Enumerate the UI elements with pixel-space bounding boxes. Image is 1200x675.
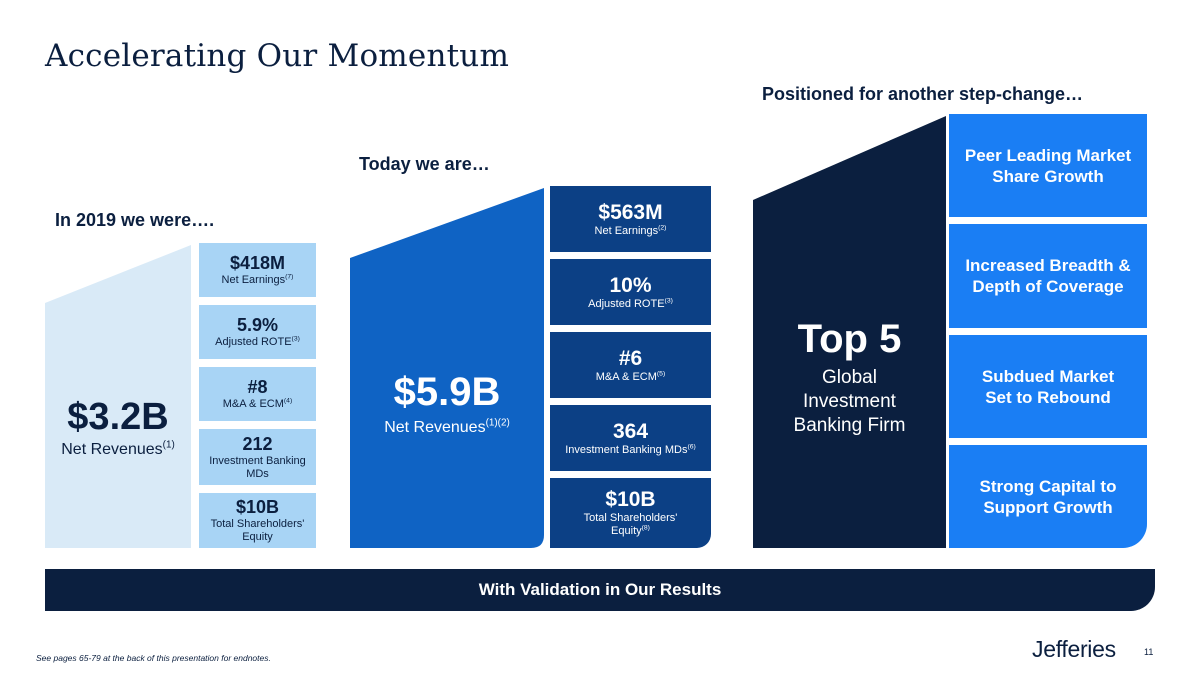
today-metric-rote: 10% Adjusted ROTE(3)	[550, 259, 711, 325]
today-metric-ib-mds: 364 Investment Banking MDs(6)	[550, 405, 711, 471]
past-revenue-shape	[45, 245, 191, 548]
jefferies-logo: Jefferies	[1032, 636, 1116, 662]
future-item-label: Peer Leading Market Share Growth	[964, 145, 1132, 186]
metric-label: Net Earnings	[221, 274, 286, 286]
future-item-market-share: Peer Leading Market Share Growth	[949, 114, 1147, 217]
metric-value: $418M	[229, 253, 286, 273]
metric-value: 212	[242, 433, 273, 454]
heading-2019: In 2019 we were….	[55, 210, 215, 230]
future-item-coverage: Increased Breadth & Depth of Coverage	[949, 224, 1147, 328]
today-metric-equity: $10B Total Shareholders' Equity(8)	[550, 478, 711, 548]
metric-label: Total Shareholders' Equity	[210, 518, 305, 543]
future-item-market-rebound: Subdued Market Set to Rebound	[949, 335, 1147, 438]
footnote-ref: (3)	[291, 335, 300, 343]
endnotes-footnote: See pages 65-79 at the back of this pres…	[36, 653, 271, 663]
page-number: 11	[1144, 647, 1154, 657]
footnote-ref: (7)	[285, 273, 294, 281]
metric-label: Investment Banking MDs	[565, 443, 688, 456]
footnote-ref: (3)	[664, 296, 673, 304]
heading-positioned: Positioned for another step-change…	[762, 84, 1084, 104]
future-item-label: Strong Capital to Support Growth	[979, 476, 1117, 517]
footnote-ref: (8)	[641, 524, 650, 532]
metric-value: #6	[618, 346, 643, 370]
metric-label: Net Earnings	[594, 224, 659, 237]
footnote-ref: (2)	[658, 223, 667, 231]
future-ranking: Top 5 Global Investment Banking Firm	[753, 317, 946, 438]
today-revenue-shape	[350, 188, 544, 548]
metric-value: $563M	[598, 200, 663, 224]
metric-label: M&A & ECM	[222, 398, 284, 410]
future-item-label: Increased Breadth & Depth of Coverage	[965, 256, 1131, 296]
footnote-ref: (4)	[283, 397, 293, 405]
validation-banner: With Validation in Our Results	[45, 569, 1155, 611]
future-ranking-label: Global Investment Banking Firm	[793, 367, 906, 436]
heading-today: Today we are…	[359, 154, 490, 174]
metric-label: Investment Banking MDs	[209, 454, 306, 480]
future-item-label: Subdued Market Set to Rebound	[981, 366, 1115, 407]
past-metric-ib-mds: 212 Investment Banking MDs	[199, 429, 316, 485]
footnote-ref: (1)(2)	[485, 417, 510, 429]
past-metric-equity: $10B Total Shareholders' Equity	[199, 493, 316, 548]
page-title: Accelerating Our Momentum	[45, 38, 510, 74]
past-metric-rote: 5.9% Adjusted ROTE(3)	[199, 305, 316, 359]
footnote-ref: (6)	[687, 442, 696, 450]
metric-value: #8	[247, 377, 268, 397]
future-position-shape	[753, 116, 946, 548]
past-metric-net-earnings: $418M Net Earnings(7)	[199, 243, 316, 297]
metric-value: 5.9%	[236, 315, 279, 335]
footnote-ref: (1)	[162, 439, 175, 451]
metric-value: 10%	[609, 273, 652, 297]
today-revenue-label: Net Revenues	[384, 419, 486, 436]
future-ranking-value: Top 5	[797, 317, 902, 361]
metric-value: 364	[612, 419, 649, 443]
metric-value: $10B	[605, 488, 656, 511]
past-revenue-value: $3.2B	[67, 396, 169, 438]
today-revenue-value: $5.9B	[393, 370, 501, 414]
past-net-revenues: $3.2B Net Revenues(1)	[45, 396, 191, 459]
metric-label: M&A & ECM	[595, 370, 657, 383]
metric-label: Adjusted ROTE	[215, 336, 292, 348]
metric-label: Adjusted ROTE	[588, 297, 665, 310]
future-item-capital: Strong Capital to Support Growth	[949, 445, 1147, 548]
today-metric-net-earnings: $563M Net Earnings(2)	[550, 186, 711, 252]
metric-label: Total Shareholders' Equity	[583, 512, 678, 537]
past-metric-mna-rank: #8 M&A & ECM(4)	[199, 367, 316, 421]
today-metric-mna-rank: #6 M&A & ECM(5)	[550, 332, 711, 398]
today-net-revenues: $5.9B Net Revenues(1)(2)	[350, 370, 544, 437]
footnote-ref: (5)	[656, 369, 666, 377]
past-revenue-label: Net Revenues	[61, 441, 163, 458]
metric-value: $10B	[235, 497, 280, 517]
